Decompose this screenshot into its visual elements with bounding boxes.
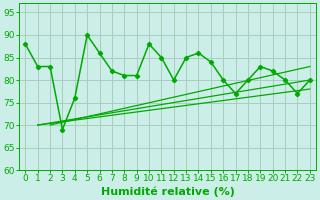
X-axis label: Humidité relative (%): Humidité relative (%)	[100, 186, 235, 197]
